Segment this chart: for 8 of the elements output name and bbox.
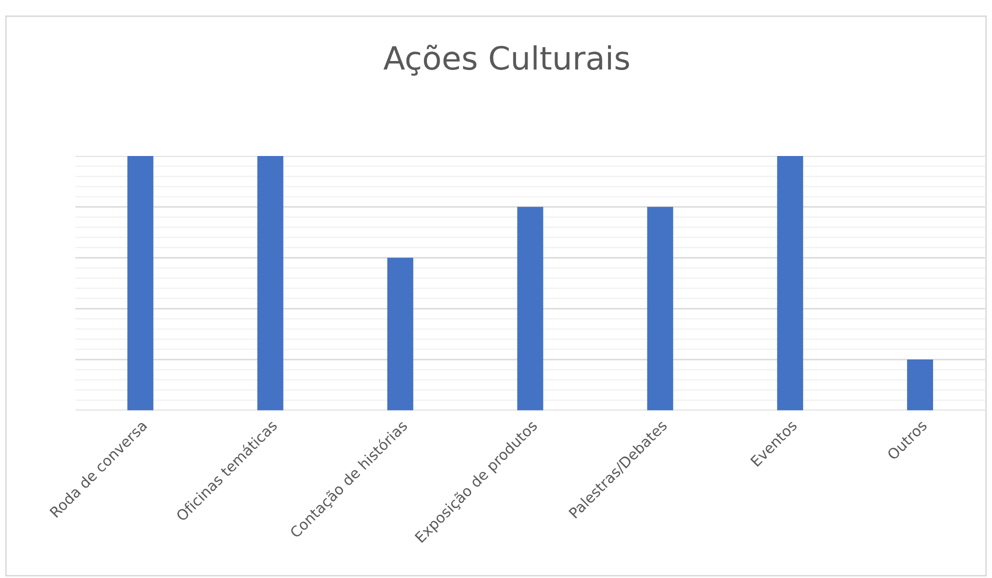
bar [777, 156, 804, 410]
bar [517, 206, 544, 410]
chart-title: Ações Culturais [384, 44, 629, 76]
bar [907, 360, 934, 410]
bar [387, 258, 414, 410]
bar [127, 156, 154, 410]
bar [647, 206, 674, 410]
bar [257, 156, 284, 410]
